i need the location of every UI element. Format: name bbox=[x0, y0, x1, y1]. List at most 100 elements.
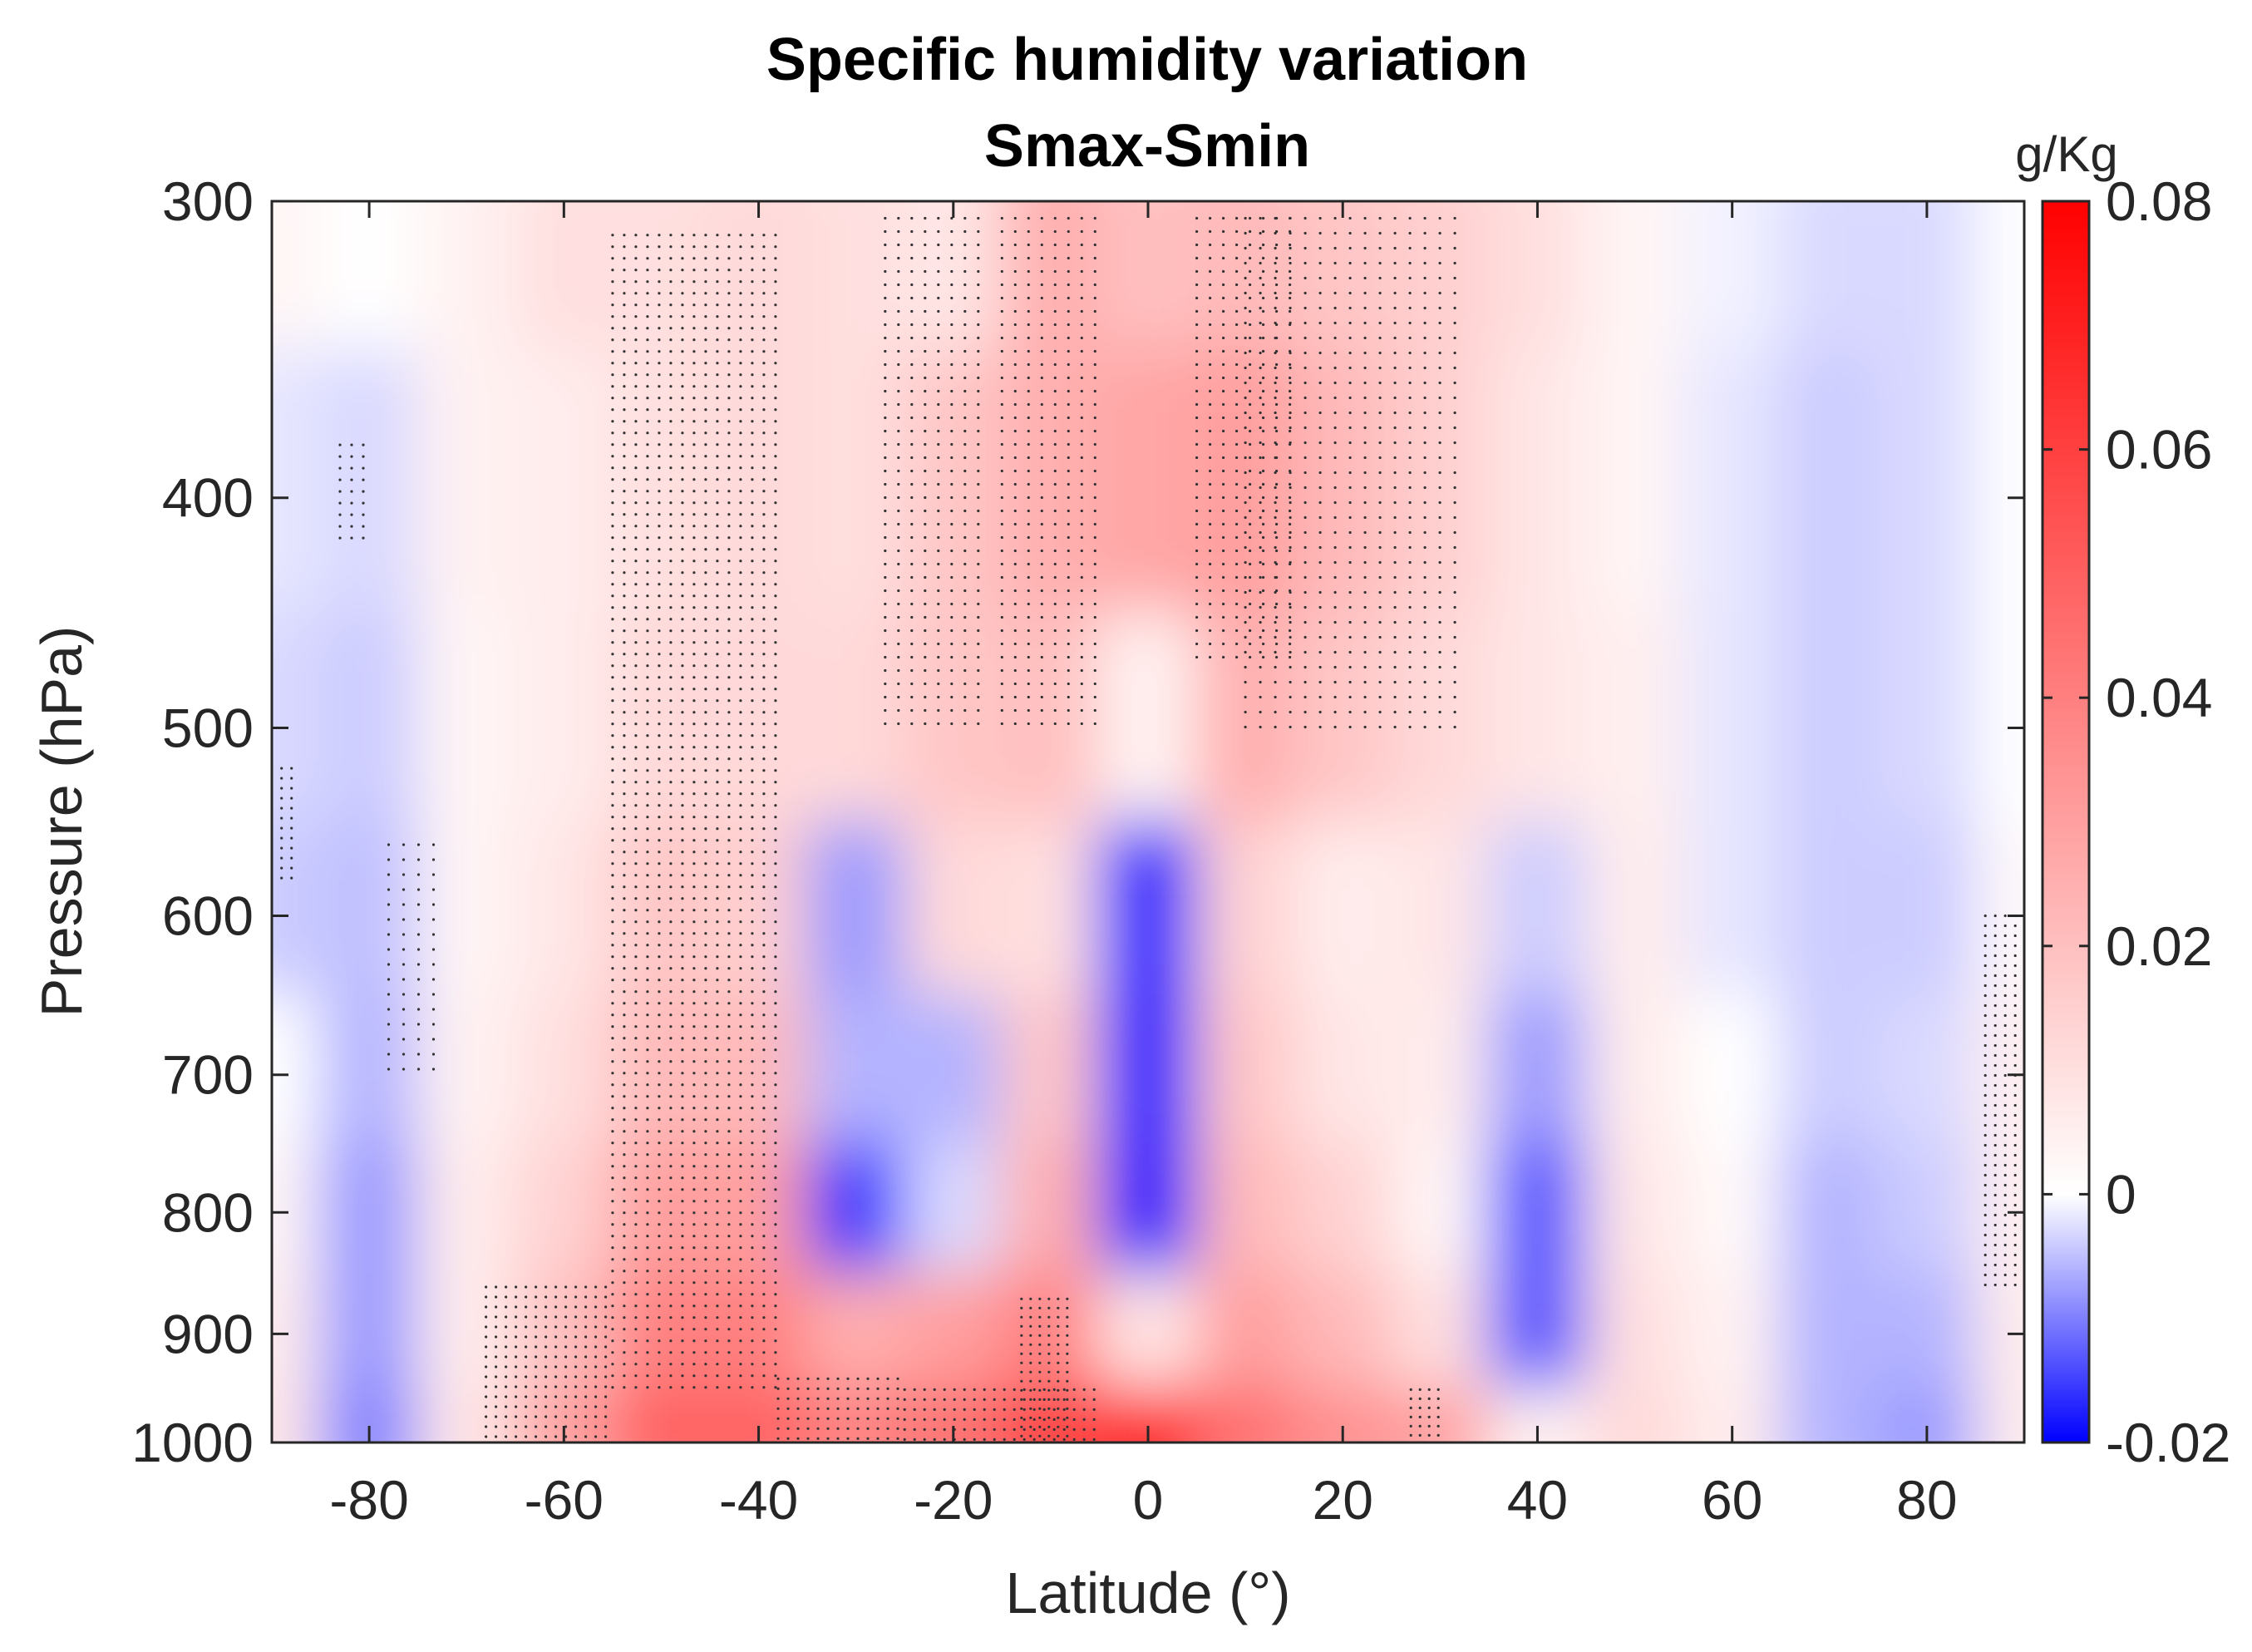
stipple-dot bbox=[727, 1246, 731, 1250]
stipple-dot bbox=[983, 1418, 986, 1421]
stipple-dot bbox=[1249, 416, 1252, 420]
stipple-dot bbox=[1303, 620, 1307, 624]
stipple-dot bbox=[897, 602, 900, 606]
stipple-dot bbox=[681, 606, 684, 609]
stipple-dot bbox=[646, 397, 649, 400]
stipple-dot bbox=[924, 243, 927, 247]
stipple-dot bbox=[495, 1435, 498, 1438]
stipple-dot bbox=[751, 897, 754, 900]
stipple-dot bbox=[1244, 246, 1247, 250]
stipple-dot bbox=[1378, 695, 1382, 699]
stipple-dot bbox=[1453, 665, 1456, 669]
stipple-dot bbox=[751, 292, 754, 295]
stipple-dot bbox=[1067, 509, 1070, 513]
stipple-dot bbox=[1053, 722, 1057, 726]
stipple-dot bbox=[1023, 1388, 1026, 1391]
stipple-dot bbox=[751, 1316, 754, 1319]
stipple-dot bbox=[1408, 590, 1412, 594]
stipple-dot bbox=[1067, 695, 1070, 699]
stipple-dot bbox=[692, 1072, 696, 1075]
stipple-dot bbox=[937, 336, 940, 340]
stipple-dot bbox=[1093, 496, 1096, 500]
stipple-dot bbox=[1993, 1113, 1997, 1117]
stipple-dot bbox=[634, 1188, 638, 1191]
stipple-dot bbox=[1983, 984, 1987, 988]
stipple-dot bbox=[658, 851, 661, 854]
stipple-dot bbox=[669, 338, 673, 342]
stipple-dot bbox=[1195, 362, 1199, 367]
stipple-dot bbox=[350, 536, 353, 540]
stipple-dot bbox=[727, 1060, 731, 1063]
stipple-dot bbox=[1259, 351, 1262, 355]
stipple-dot bbox=[338, 443, 342, 446]
stipple-dot bbox=[1318, 650, 1322, 654]
stipple-dot bbox=[1249, 642, 1252, 646]
stipple-dot bbox=[1259, 650, 1262, 654]
heatmap-cell bbox=[319, 821, 419, 997]
stipple-dot bbox=[1378, 501, 1382, 505]
stipple-dot bbox=[751, 804, 754, 807]
stipple-dot bbox=[1348, 321, 1352, 325]
stipple-dot bbox=[611, 1281, 614, 1285]
stipple-dot bbox=[716, 1013, 719, 1017]
stipple-dot bbox=[1348, 441, 1352, 445]
stipple-dot bbox=[953, 1398, 956, 1401]
stipple-dot bbox=[1993, 954, 1997, 958]
stipple-dot bbox=[727, 431, 731, 435]
stipple-dot bbox=[611, 583, 614, 586]
stipple-dot bbox=[977, 615, 980, 619]
stipple-dot bbox=[963, 575, 967, 579]
stipple-dot bbox=[1057, 1379, 1060, 1383]
stipple-dot bbox=[1235, 482, 1239, 486]
stipple-dot bbox=[1259, 680, 1262, 684]
stipple-dot bbox=[669, 1142, 673, 1145]
stipple-dot bbox=[774, 455, 777, 458]
stipple-dot bbox=[634, 851, 638, 854]
stipple-dot bbox=[1393, 650, 1397, 654]
stipple-dot bbox=[751, 408, 754, 412]
stipple-dot bbox=[774, 478, 777, 481]
stipple-dot bbox=[774, 932, 777, 935]
stipple-dot bbox=[963, 589, 967, 593]
stipple-dot bbox=[727, 513, 731, 516]
stipple-dot bbox=[884, 615, 887, 619]
stipple-dot bbox=[716, 1048, 719, 1052]
stipple-dot bbox=[545, 1315, 548, 1319]
stipple-dot bbox=[856, 1377, 860, 1380]
stipple-dot bbox=[1993, 1193, 1997, 1197]
stipple-dot bbox=[924, 629, 927, 633]
stipple-dot bbox=[897, 243, 900, 247]
stipple-dot bbox=[1003, 1437, 1006, 1441]
stipple-dot bbox=[1249, 389, 1252, 393]
stipple-dot bbox=[1438, 426, 1441, 430]
stipple-dot bbox=[762, 851, 766, 854]
stipple-dot bbox=[751, 1060, 754, 1063]
stipple-dot bbox=[1053, 642, 1057, 646]
stipple-dot bbox=[505, 1295, 508, 1299]
stipple-dot bbox=[716, 1304, 719, 1308]
stipple-dot bbox=[1303, 486, 1307, 490]
stipple-dot bbox=[704, 885, 707, 889]
stipple-dot bbox=[1003, 1418, 1006, 1421]
stipple-dot bbox=[1209, 243, 1212, 247]
stipple-dot bbox=[896, 1377, 899, 1380]
stipple-dot bbox=[1333, 545, 1337, 550]
stipple-dot bbox=[727, 979, 731, 982]
stipple-dot bbox=[623, 816, 626, 819]
stipple-dot bbox=[1235, 296, 1239, 300]
stipple-dot bbox=[884, 695, 887, 699]
stipple-dot bbox=[1020, 1352, 1023, 1355]
stipple-dot bbox=[751, 269, 754, 272]
stipple-dot bbox=[1363, 530, 1367, 535]
stipple-dot bbox=[1057, 1388, 1060, 1392]
stipple-dot bbox=[977, 309, 980, 313]
stipple-dot bbox=[1020, 1416, 1023, 1419]
stipple-dot bbox=[669, 1072, 673, 1075]
stipple-dot bbox=[776, 1427, 780, 1430]
stipple-dot bbox=[739, 443, 742, 446]
heatmap-cell bbox=[806, 1272, 906, 1389]
stipple-dot bbox=[739, 1176, 742, 1180]
stipple-dot bbox=[704, 1107, 707, 1110]
stipple-dot bbox=[1067, 362, 1070, 367]
chart-subtitle: Smax-Smin bbox=[984, 113, 1310, 180]
